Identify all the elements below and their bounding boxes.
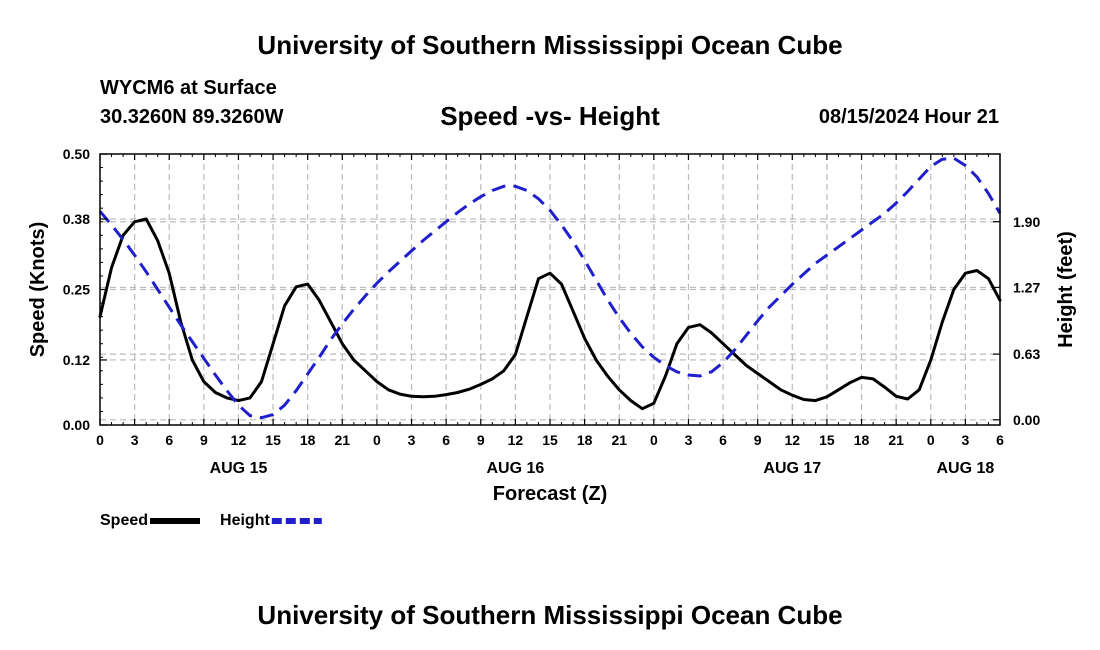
x-tick-label: 12 [785,432,801,448]
footer-title: University of Southern Mississippi Ocean… [257,600,843,630]
x-tick-label: 21 [335,432,351,448]
x-tick-label: 0 [650,432,658,448]
date-label: AUG 15 [210,460,268,477]
x-tick-label: 15 [265,432,281,448]
x-tick-label: 9 [477,432,485,448]
x-tick-label: 21 [611,432,627,448]
x-tick-label: 9 [754,432,762,448]
x-tick-label: 9 [200,432,208,448]
x-tick-label: 6 [442,432,450,448]
y2-tick-label: 1.27 [1013,279,1040,295]
x-tick-label: 18 [300,432,316,448]
data-series [98,156,1002,420]
legend-label-speed: Speed [100,512,148,529]
x-tick-label: 0 [927,432,935,448]
legend-label-height: Height [220,512,270,529]
x-tick-label: 3 [408,432,416,448]
axes: 0 3 6 9 12 15 18 21 0 3 6 9 12 15 18 21 0 3 6 9 12 15 18 21 0 3 6A… [63,146,1041,477]
forecast-datetime: 08/15/2024 Hour 21 [818,106,999,128]
x-tick-label: 18 [577,432,593,448]
y2-tick-label: 1.90 [1013,214,1040,230]
y2-tick-label: 0.00 [1013,412,1040,428]
coordinates-label: 30.3260N 89.3260W [100,106,284,128]
x-tick-label: 15 [542,432,558,448]
x-tick-label: 21 [888,432,904,448]
station-label: WYCM6 at Surface [100,77,277,99]
series-line-speed [98,217,1002,411]
x-tick-label: 12 [231,432,247,448]
y-tick-label: 0.38 [63,211,90,227]
y-axis-title: Speed (Knots) [27,222,49,358]
y2-axis-title: Height (feet) [1055,231,1077,348]
x-tick-label: 3 [961,432,969,448]
x-tick-label: 3 [131,432,139,448]
x-tick-label: 0 [373,432,381,448]
x-tick-label: 18 [854,432,870,448]
x-tick-label: 6 [996,432,1004,448]
x-tick-label: 0 [96,432,104,448]
x-tick-label: 6 [165,432,173,448]
date-label: AUG 17 [763,460,821,477]
y-tick-label: 0.25 [63,282,90,298]
x-axis-title: Forecast (Z) [493,483,607,505]
date-label: AUG 18 [936,460,994,477]
y-tick-label: 0.12 [63,352,90,368]
grid-lines [100,154,1000,425]
date-label: AUG 16 [486,460,544,477]
series-line-height [98,156,1002,420]
x-tick-label: 6 [719,432,727,448]
y2-tick-label: 0.63 [1013,346,1040,362]
x-tick-label: 3 [685,432,693,448]
y-tick-label: 0.50 [63,146,90,162]
x-tick-label: 15 [819,432,835,448]
chart-main-title: University of Southern Mississippi Ocean… [257,30,843,60]
chart-subtitle: Speed -vs- Height [440,101,660,131]
y-tick-label: 0.00 [63,417,90,433]
legend: Speed Height [100,512,322,529]
x-tick-label: 12 [508,432,524,448]
